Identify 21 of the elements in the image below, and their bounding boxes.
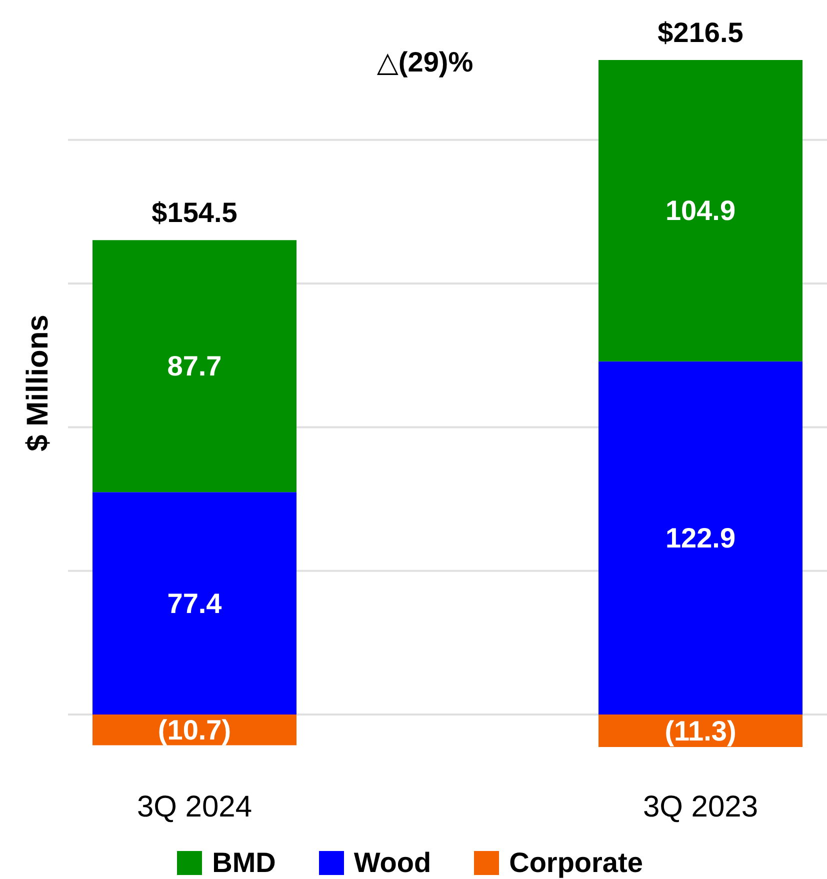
bar <box>92 714 296 746</box>
legend-label: Corporate <box>509 847 643 878</box>
x-tick-label: 3Q 2023 <box>642 790 758 824</box>
y-axis-title: $ Millions <box>22 314 54 452</box>
legend-label: BMD <box>212 847 276 878</box>
total-label: $154.5 <box>152 197 238 228</box>
bar <box>92 240 296 492</box>
data-label: 122.9 <box>665 522 736 554</box>
data-label: 77.4 <box>167 588 222 619</box>
data-label: 87.7 <box>167 350 222 382</box>
data-label: 104.9 <box>665 195 736 226</box>
bar <box>598 361 802 715</box>
data-label: (11.3) <box>664 715 736 746</box>
bar <box>598 714 802 747</box>
legend-label: Wood <box>354 847 432 878</box>
text: △(29)% <box>376 46 474 78</box>
bar <box>92 492 296 715</box>
total-label: $216.5 <box>658 17 744 48</box>
x-tick-label: 3Q 2024 <box>136 790 252 824</box>
bar <box>598 60 802 362</box>
data-label: (10.7) <box>158 714 232 746</box>
